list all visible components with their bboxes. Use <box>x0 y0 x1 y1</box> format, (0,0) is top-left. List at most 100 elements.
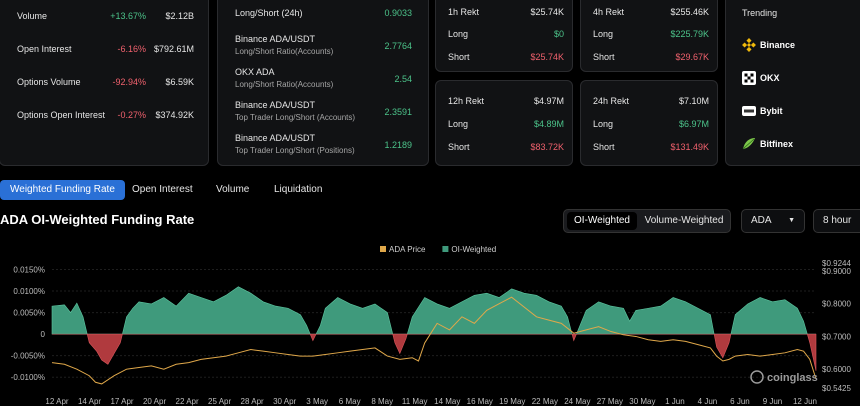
rekt-4h-card: 4h Rekt $255.46K Long $225.79K Short $29… <box>580 0 718 72</box>
legend-swatch <box>442 246 449 252</box>
ratio-title: Binance ADA/USDT <box>235 34 316 44</box>
y-left-tick: -0.0050% <box>11 352 45 361</box>
x-tick: 22 Apr <box>176 397 199 406</box>
rekt-long-label: Long <box>448 29 469 39</box>
symbol-select[interactable]: ADA ▼ <box>741 209 805 233</box>
long-short-ratio-card: Long/Short (24h) 0.9033 Binance ADA/USDT… <box>217 0 429 166</box>
stat-label: Options Volume <box>17 77 81 87</box>
chart-areas <box>51 286 817 371</box>
ratio-value: 2.54 <box>394 74 412 84</box>
x-tick: 1 Jun <box>665 397 685 406</box>
ratio-value: 2.7764 <box>384 41 412 51</box>
rekt-short-label: Short <box>593 52 615 62</box>
y-left-tick: 0.0100% <box>13 287 45 296</box>
y-right-tick: $0.6000 <box>822 365 851 374</box>
rekt-short-label: Short <box>448 142 470 152</box>
ratio-subtitle: Top Trader Long/Short (Positions) <box>235 146 355 155</box>
rekt-total: $255.46K <box>670 7 709 17</box>
x-tick: 22 May <box>532 397 558 406</box>
trending-item-label: OKX <box>760 73 780 83</box>
bybit-icon <box>742 106 756 116</box>
ratio-subtitle: Long/Short Ratio(Accounts) <box>235 80 334 89</box>
legend-label[interactable]: ADA Price <box>389 245 426 254</box>
interval-select[interactable]: 8 hour <box>813 209 860 233</box>
rekt-long: $6.97M <box>678 119 709 129</box>
rekt-12h-card: 12h Rekt $4.97M Long $4.89M Short $83.72… <box>435 80 573 166</box>
trending-item-label: Bitfinex <box>760 139 794 149</box>
trending-item-okx[interactable]: OKX <box>742 71 780 85</box>
chart-y-right-axis: $0.9244$0.9000 $0.8000 $0.7000 $0.6000 $0.54… <box>822 259 851 393</box>
tab-weighted-funding-rate[interactable]: Weighted Funding Rate <box>0 180 125 200</box>
ratio-value: 1.2189 <box>384 140 412 150</box>
rekt-long-label: Long <box>448 119 469 129</box>
rekt-short-label: Short <box>448 52 470 62</box>
binance-icon <box>742 38 756 52</box>
stat-label: Volume <box>17 11 48 21</box>
y-left-tick: 0.0150% <box>13 265 45 274</box>
x-tick: 28 Apr <box>241 397 264 406</box>
rekt-short: $83.72K <box>530 142 564 152</box>
stat-change: +13.67% <box>110 11 146 21</box>
x-tick: 6 Jun <box>730 397 750 406</box>
ratio-subtitle: Long/Short Ratio(Accounts) <box>235 47 334 56</box>
tab-volume[interactable]: Volume <box>216 184 250 195</box>
rekt-long-label: Long <box>593 29 614 39</box>
rekt-long-label: Long <box>593 119 614 129</box>
rekt-long: $0 <box>553 29 564 39</box>
legend-label[interactable]: OI-Weighted <box>451 245 496 254</box>
trending-item-bitfinex[interactable]: Bitfinex <box>742 137 793 151</box>
trending-item-binance[interactable]: Binance <box>742 38 795 52</box>
ratio-value: 2.3591 <box>384 107 412 117</box>
x-tick: 14 Apr <box>78 397 101 406</box>
okx-icon <box>742 71 756 85</box>
x-tick: 25 Apr <box>208 397 231 406</box>
market-stats-card: Volume +13.67% $2.12B Open Interest -6.1… <box>0 0 209 166</box>
watermark: coinglass <box>750 370 818 384</box>
section-title: ADA OI-Weighted Funding Rate <box>0 212 195 227</box>
stat-value: $792.61M <box>153 44 194 54</box>
rekt-title: 4h Rekt <box>593 7 625 17</box>
trending-item-bybit[interactable]: Bybit <box>742 104 783 118</box>
x-tick: 9 Jun <box>763 397 783 406</box>
weighting-toggle: OI-Weighted Volume-Weighted <box>563 209 731 233</box>
stat-label: Open Interest <box>17 44 72 54</box>
rekt-title: 1h Rekt <box>448 7 480 17</box>
funding-negative-area <box>52 333 817 371</box>
chart-price-line <box>51 296 817 385</box>
toggle-oi-weighted[interactable]: OI-Weighted <box>567 212 637 230</box>
rekt-short-label: Short <box>593 142 615 152</box>
coinglass-icon <box>750 370 764 384</box>
interval-select-value: 8 hour <box>823 215 852 226</box>
tab-open-interest[interactable]: Open Interest <box>132 184 193 195</box>
toggle-volume-weighted[interactable]: Volume-Weighted <box>644 215 724 226</box>
y-left-tick: 0 <box>41 330 46 339</box>
x-tick: 3 May <box>306 397 328 406</box>
tab-liquidation[interactable]: Liquidation <box>274 184 323 195</box>
funding-rate-chart: ADA Price OI-Weighted 0.0150% 0.0100% 0.005… <box>11 245 852 406</box>
rekt-long: $225.79K <box>670 29 709 39</box>
ratio-value: 0.9033 <box>384 8 412 18</box>
stat-value: $374.92K <box>155 110 194 120</box>
funding-positive-area <box>51 286 816 335</box>
ratio-subtitle: Top Trader Long/Short (Accounts) <box>235 113 356 122</box>
stat-value: $2.12B <box>165 11 194 21</box>
trending-item-label: Bybit <box>760 106 783 116</box>
x-tick: 30 Apr <box>273 397 296 406</box>
x-tick: 6 May <box>339 397 361 406</box>
stat-label: Options Open Interest <box>17 110 106 120</box>
y-left-tick: 0.0050% <box>13 309 45 318</box>
y-right-tick: $0.7000 <box>822 332 851 341</box>
y-right-tick: $0.9000 <box>822 267 851 276</box>
x-tick: 30 May <box>629 397 655 406</box>
rekt-total: $7.10M <box>678 96 709 106</box>
rekt-title: 12h Rekt <box>448 96 485 106</box>
x-tick: 20 Apr <box>143 397 166 406</box>
rekt-1h-card: 1h Rekt $25.74K Long $0 Short $25.74K <box>435 0 573 72</box>
trending-title: Trending <box>742 8 778 18</box>
x-tick: 16 May <box>467 397 493 406</box>
rekt-title: 24h Rekt <box>593 96 630 106</box>
ratio-title: Binance ADA/USDT <box>235 133 316 143</box>
x-tick: 12 Apr <box>45 397 68 406</box>
chart-x-axis: 12 Apr 14 Apr 17 Apr 20 Apr 22 Apr 25 Apr 28 A… <box>45 397 817 406</box>
watermark-text: coinglass <box>767 372 818 384</box>
